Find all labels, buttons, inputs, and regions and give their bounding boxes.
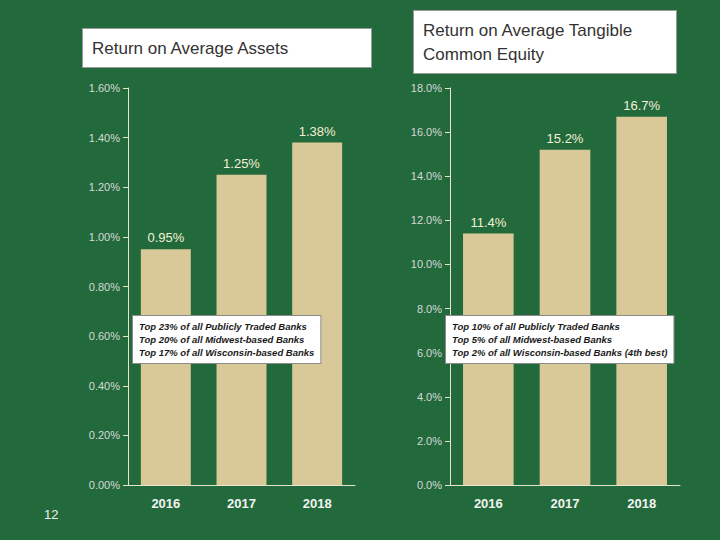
svg-text:0.40%: 0.40% <box>89 380 120 392</box>
svg-text:Top 20% of all Midwest-based B: Top 20% of all Midwest-based Banks <box>139 334 304 345</box>
svg-text:0.60%: 0.60% <box>89 330 120 342</box>
svg-text:6.0%: 6.0% <box>417 347 442 359</box>
svg-text:0.95%: 0.95% <box>147 230 184 245</box>
svg-text:16.7%: 16.7% <box>623 98 660 113</box>
svg-text:2018: 2018 <box>303 496 332 511</box>
svg-text:Top 5% of all Midwest-based Ba: Top 5% of all Midwest-based Banks <box>452 334 612 345</box>
svg-text:4.0%: 4.0% <box>417 391 442 403</box>
svg-text:Return on Average Assets: Return on Average Assets <box>92 39 288 58</box>
svg-text:8.0%: 8.0% <box>417 303 442 315</box>
svg-text:10.0%: 10.0% <box>411 258 442 270</box>
svg-text:2017: 2017 <box>551 496 580 511</box>
svg-text:1.25%: 1.25% <box>223 156 260 171</box>
svg-text:2017: 2017 <box>227 496 256 511</box>
svg-text:Top 10% of all Publicly Traded: Top 10% of all Publicly Traded Banks <box>452 321 620 332</box>
svg-text:1.38%: 1.38% <box>299 124 336 139</box>
svg-text:0.80%: 0.80% <box>89 281 120 293</box>
svg-text:1.60%: 1.60% <box>89 82 120 94</box>
svg-text:0.0%: 0.0% <box>417 479 442 491</box>
svg-text:0.20%: 0.20% <box>89 429 120 441</box>
svg-text:2016: 2016 <box>474 496 503 511</box>
svg-text:Top 2% of all Wisconsin-based: Top 2% of all Wisconsin-based Banks (4th… <box>452 347 667 358</box>
svg-text:Common Equity: Common Equity <box>423 45 544 64</box>
svg-text:1.40%: 1.40% <box>89 132 120 144</box>
svg-text:12.0%: 12.0% <box>411 214 442 226</box>
svg-text:12: 12 <box>44 507 58 522</box>
svg-text:Return on Average Tangible: Return on Average Tangible <box>423 21 637 40</box>
svg-text:1.20%: 1.20% <box>89 181 120 193</box>
svg-text:14.0%: 14.0% <box>411 170 442 182</box>
svg-text:18.0%: 18.0% <box>411 82 442 94</box>
svg-text:1.00%: 1.00% <box>89 231 120 243</box>
svg-text:2.0%: 2.0% <box>417 435 442 447</box>
svg-text:0.00%: 0.00% <box>89 479 120 491</box>
svg-text:16.0%: 16.0% <box>411 126 442 138</box>
svg-text:11.4%: 11.4% <box>470 215 506 230</box>
svg-text:Top 17% of all Wisconsin-based: Top 17% of all Wisconsin-based Banks <box>139 347 314 358</box>
svg-text:15.2%: 15.2% <box>547 131 584 146</box>
svg-text:2018: 2018 <box>627 496 656 511</box>
svg-text:2016: 2016 <box>151 496 180 511</box>
svg-text:Top 23% of all Publicly Traded: Top 23% of all Publicly Traded Banks <box>139 321 307 332</box>
